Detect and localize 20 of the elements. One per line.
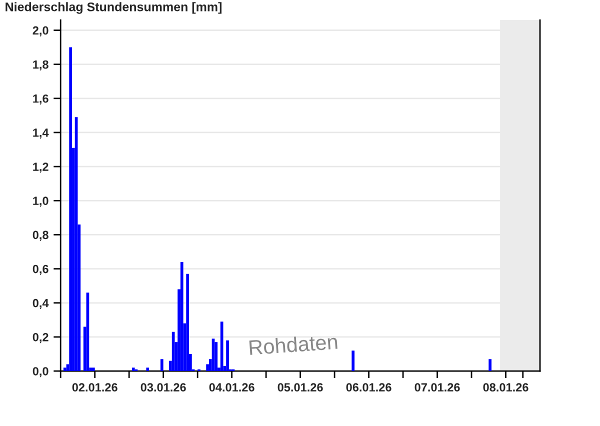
y-tick-label: 1,0	[33, 196, 48, 207]
y-tick-label: 1,6	[33, 94, 48, 105]
y-tick-label: 2,0	[32, 26, 48, 36]
y-tick-label: 0,6	[32, 264, 48, 275]
y-tick-label: 1,4	[33, 128, 49, 139]
x-tick-label: 02.01.26	[72, 383, 118, 392]
x-tick-label: 06.01.26	[346, 383, 392, 392]
y-tick-label: 0,2	[32, 333, 48, 344]
y-tick-label: 1,8	[33, 60, 48, 70]
y-tick-label: 0,4	[32, 298, 49, 309]
x-tick-label: 04.01.26	[209, 383, 254, 392]
annotation: Rohdaten	[249, 334, 338, 356]
x-tick-label: 03.01.26	[140, 383, 186, 392]
y-tick-label: 0,0	[32, 367, 48, 378]
x-tick-label: 08.01.26	[483, 383, 528, 392]
y-tick-label: 0,8	[32, 230, 48, 241]
x-tick-label: 07.01.26	[414, 383, 460, 392]
y-tick-label: 1,2	[33, 162, 48, 173]
x-tick-label: 05.01.26	[278, 383, 323, 392]
chart-title: Niederschlag Stundensummen [mm]	[6, 2, 222, 14]
